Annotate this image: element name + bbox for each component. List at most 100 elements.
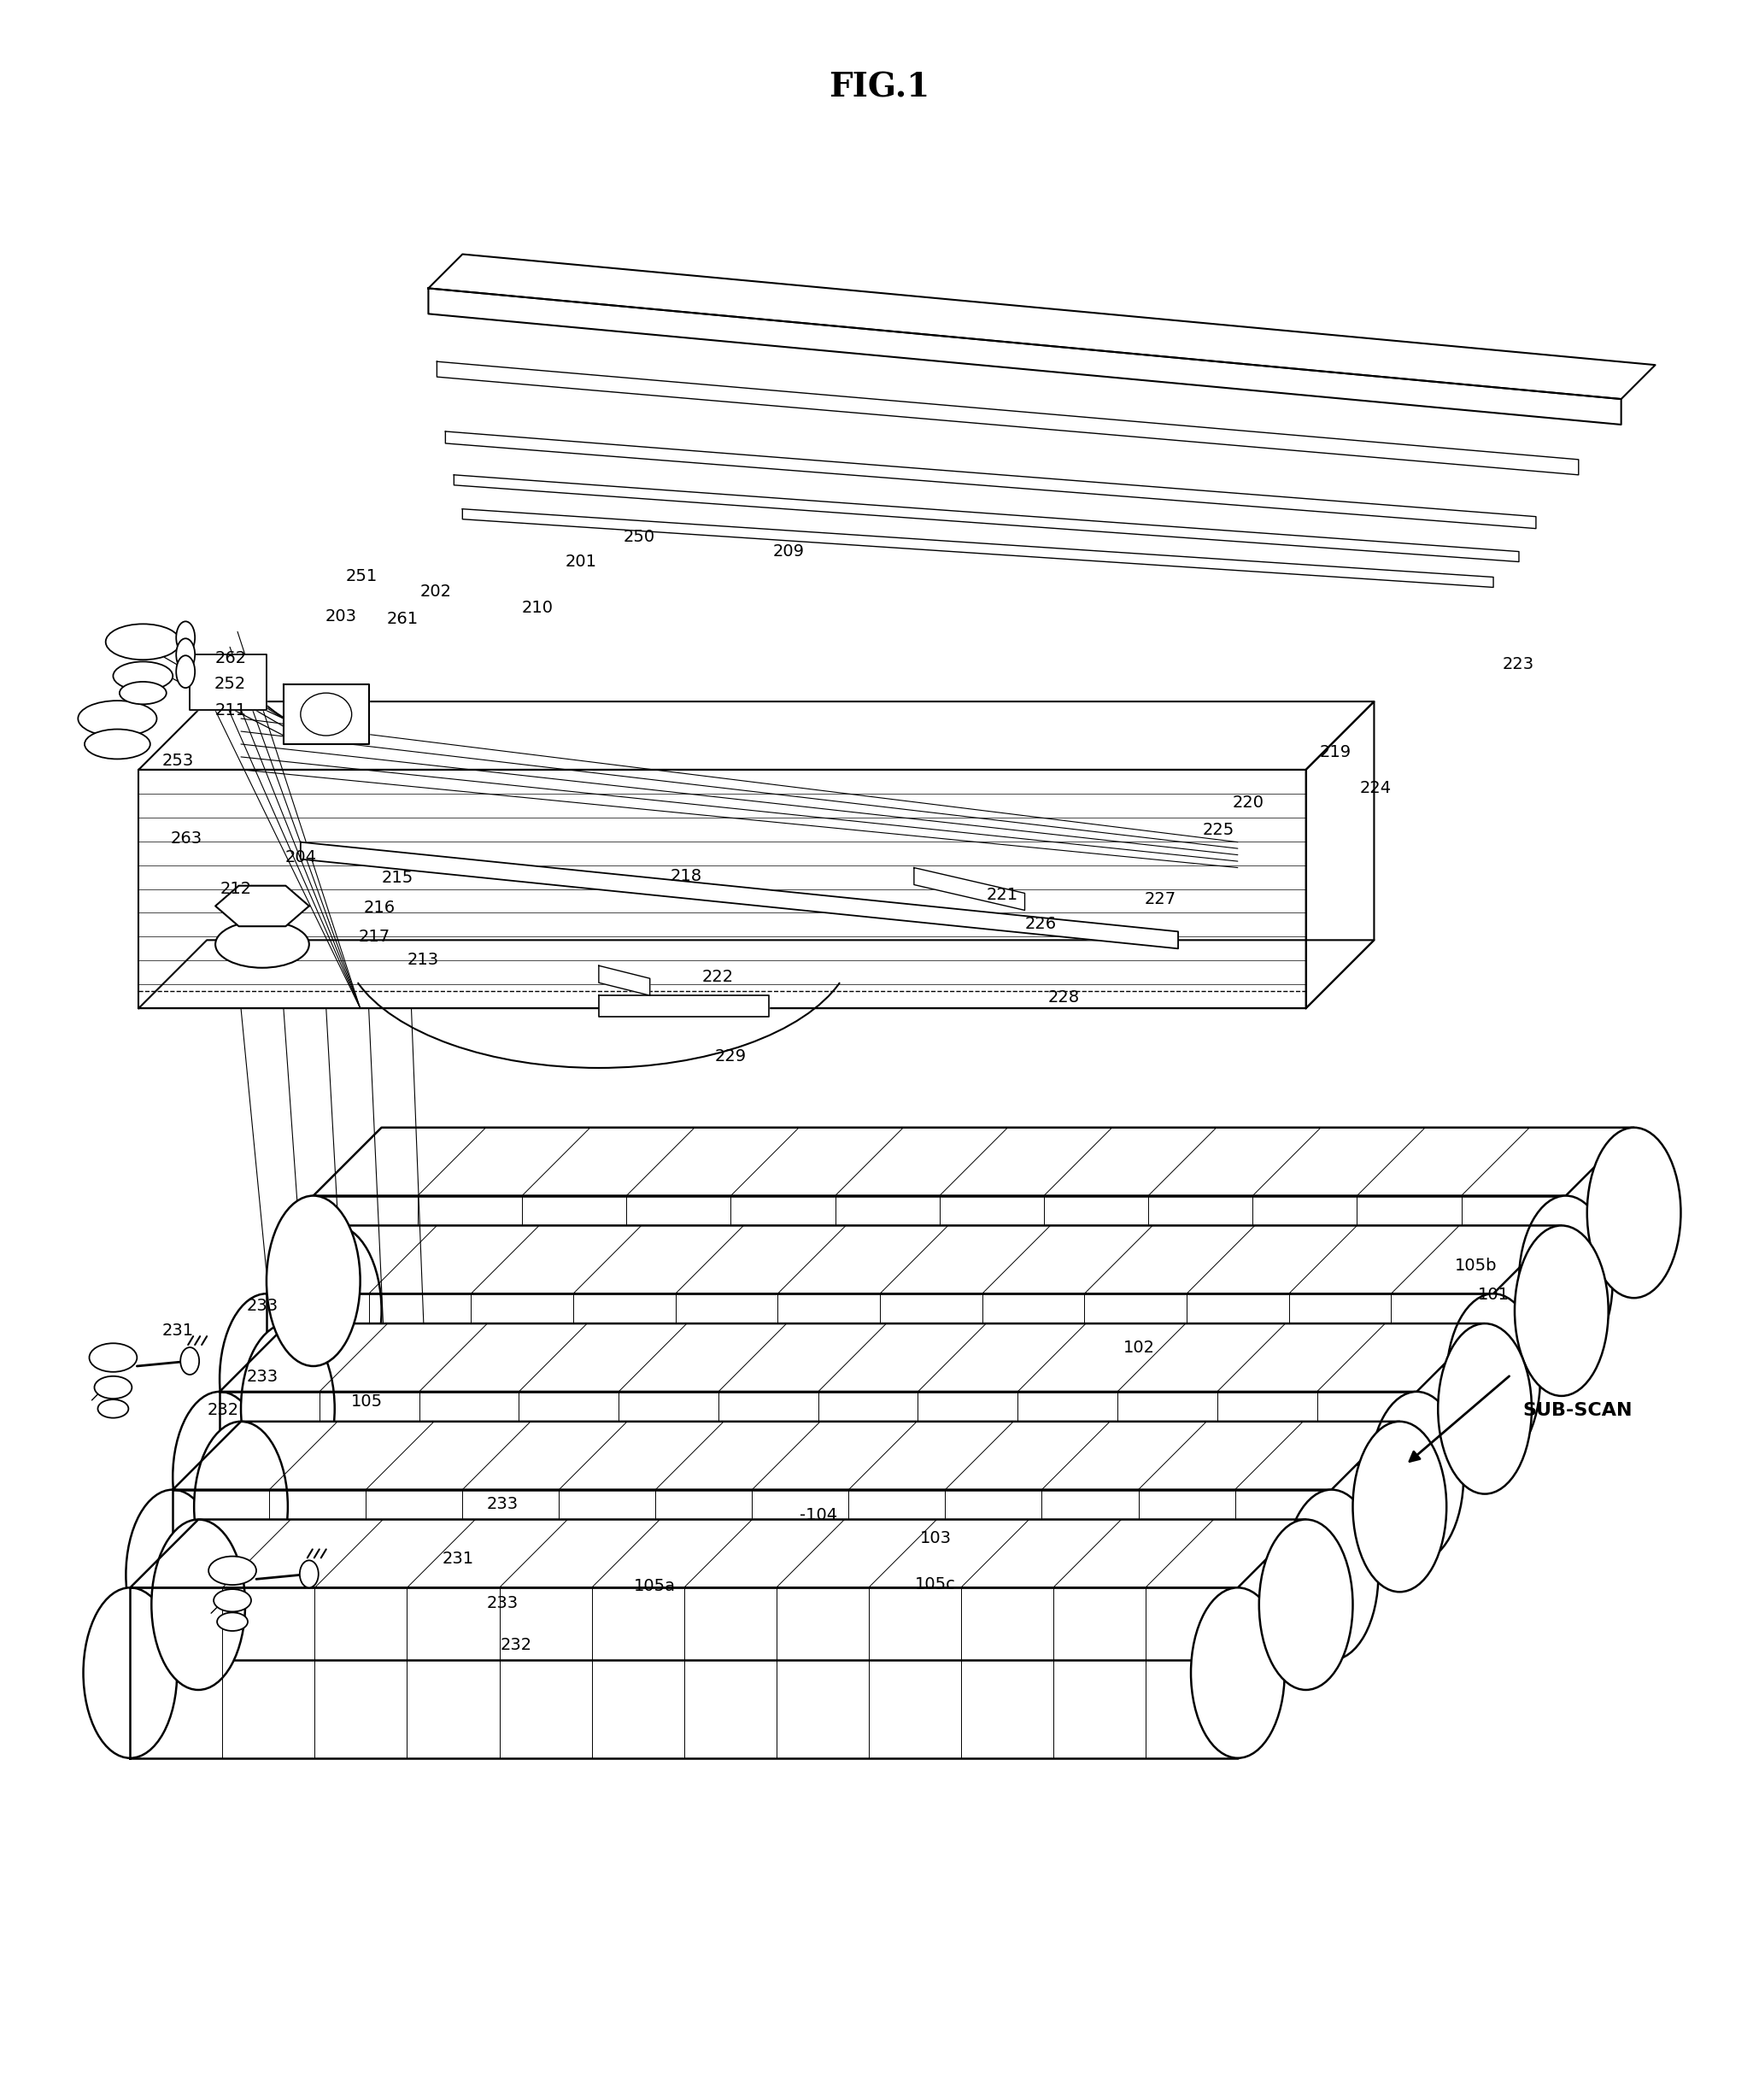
Text: 253: 253 xyxy=(162,754,193,769)
Polygon shape xyxy=(190,655,267,710)
Text: 103: 103 xyxy=(920,1531,952,1546)
Text: 203: 203 xyxy=(325,609,357,624)
Text: 226: 226 xyxy=(1025,916,1057,932)
Ellipse shape xyxy=(77,701,157,737)
Text: 251: 251 xyxy=(347,569,378,584)
Polygon shape xyxy=(313,1195,1566,1367)
Text: 216: 216 xyxy=(364,899,396,916)
Ellipse shape xyxy=(113,662,172,691)
Polygon shape xyxy=(172,1422,1400,1489)
Text: 231: 231 xyxy=(162,1323,193,1340)
Ellipse shape xyxy=(213,1590,252,1611)
Ellipse shape xyxy=(1520,1195,1613,1367)
Ellipse shape xyxy=(176,622,195,653)
Text: 233: 233 xyxy=(246,1369,278,1384)
Ellipse shape xyxy=(288,1226,382,1396)
Text: -104: -104 xyxy=(799,1508,837,1522)
Ellipse shape xyxy=(1437,1323,1532,1493)
Text: 213: 213 xyxy=(408,951,440,968)
Polygon shape xyxy=(301,842,1179,949)
Ellipse shape xyxy=(90,1344,137,1371)
Text: 224: 224 xyxy=(1360,779,1391,796)
Polygon shape xyxy=(454,475,1520,563)
Ellipse shape xyxy=(241,1323,334,1493)
Polygon shape xyxy=(139,771,1305,1008)
Polygon shape xyxy=(1305,701,1374,1008)
Ellipse shape xyxy=(220,1294,313,1464)
Text: 219: 219 xyxy=(1319,745,1351,760)
Ellipse shape xyxy=(1446,1294,1541,1464)
Ellipse shape xyxy=(1514,1226,1608,1396)
Text: 252: 252 xyxy=(215,676,246,691)
Polygon shape xyxy=(598,995,769,1016)
Text: 220: 220 xyxy=(1231,794,1263,811)
Polygon shape xyxy=(220,1392,1416,1562)
Ellipse shape xyxy=(301,693,352,735)
Ellipse shape xyxy=(172,1392,267,1562)
Ellipse shape xyxy=(209,1556,257,1586)
Ellipse shape xyxy=(83,1588,178,1758)
Ellipse shape xyxy=(1191,1588,1284,1758)
Ellipse shape xyxy=(1370,1392,1463,1562)
Text: 211: 211 xyxy=(215,704,246,718)
Text: 231: 231 xyxy=(443,1550,475,1567)
Text: 263: 263 xyxy=(171,830,202,846)
Polygon shape xyxy=(139,701,1374,771)
Text: 215: 215 xyxy=(382,869,413,886)
Ellipse shape xyxy=(299,1560,318,1588)
Polygon shape xyxy=(915,867,1025,909)
Polygon shape xyxy=(139,941,1374,1008)
Text: 227: 227 xyxy=(1145,890,1177,907)
Polygon shape xyxy=(436,361,1578,475)
Ellipse shape xyxy=(1587,1128,1682,1298)
Text: 221: 221 xyxy=(987,886,1018,903)
Ellipse shape xyxy=(176,655,195,689)
Ellipse shape xyxy=(193,1422,288,1592)
Text: 102: 102 xyxy=(1124,1340,1156,1354)
Ellipse shape xyxy=(215,922,310,968)
Text: 209: 209 xyxy=(772,544,804,561)
Text: 233: 233 xyxy=(487,1594,519,1611)
Text: 105: 105 xyxy=(352,1394,383,1409)
Text: 217: 217 xyxy=(359,928,390,945)
Polygon shape xyxy=(172,1489,1332,1661)
Polygon shape xyxy=(429,254,1655,399)
Ellipse shape xyxy=(127,1489,220,1661)
Polygon shape xyxy=(220,1323,1485,1392)
Text: 232: 232 xyxy=(208,1403,239,1418)
Polygon shape xyxy=(463,508,1493,588)
Ellipse shape xyxy=(1353,1422,1446,1592)
Polygon shape xyxy=(215,886,310,926)
Text: 229: 229 xyxy=(714,1048,746,1065)
Ellipse shape xyxy=(99,1399,128,1418)
Text: 201: 201 xyxy=(565,554,596,569)
Text: 105c: 105c xyxy=(915,1575,957,1592)
Text: FIG.1: FIG.1 xyxy=(828,71,931,103)
Ellipse shape xyxy=(1284,1489,1379,1661)
Polygon shape xyxy=(313,1128,1634,1195)
Ellipse shape xyxy=(181,1348,199,1376)
Ellipse shape xyxy=(95,1376,132,1399)
Ellipse shape xyxy=(151,1520,245,1690)
Ellipse shape xyxy=(176,638,195,670)
Text: 223: 223 xyxy=(1502,657,1534,672)
Text: 233: 233 xyxy=(246,1298,278,1315)
Text: 222: 222 xyxy=(702,968,734,985)
Text: 261: 261 xyxy=(387,611,419,626)
Polygon shape xyxy=(429,288,1622,424)
Polygon shape xyxy=(598,966,649,995)
Polygon shape xyxy=(267,1294,1493,1464)
Ellipse shape xyxy=(84,729,150,758)
Text: 202: 202 xyxy=(420,584,452,598)
Ellipse shape xyxy=(106,624,179,659)
Ellipse shape xyxy=(216,1613,248,1632)
Ellipse shape xyxy=(1259,1520,1353,1690)
Ellipse shape xyxy=(120,682,167,704)
Text: 225: 225 xyxy=(1201,821,1235,838)
Text: 232: 232 xyxy=(501,1636,533,1653)
Ellipse shape xyxy=(267,1195,361,1367)
Text: 105b: 105b xyxy=(1455,1258,1497,1275)
Text: 218: 218 xyxy=(670,867,702,884)
Text: 228: 228 xyxy=(1048,989,1080,1006)
Text: 250: 250 xyxy=(623,529,654,546)
